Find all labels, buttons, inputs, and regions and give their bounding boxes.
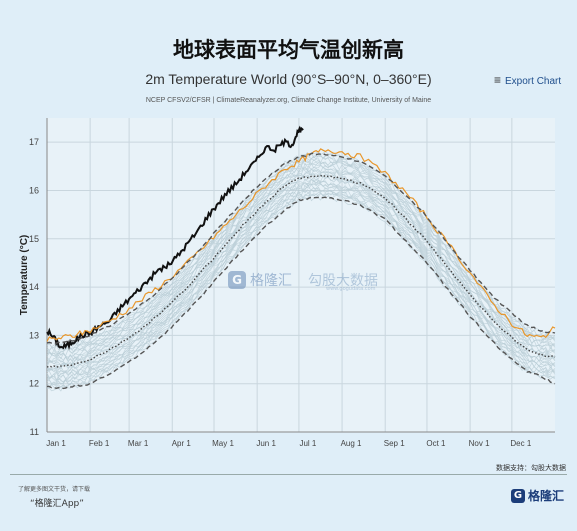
logo-icon: G (511, 488, 525, 503)
history-line (46, 183, 556, 380)
footer-divider (10, 474, 567, 475)
series-line (46, 125, 304, 351)
history-line (46, 178, 556, 375)
x-tick-label: Apr 1 (172, 439, 192, 448)
footer-note: 了解更多图文干货，请下载 (18, 486, 91, 493)
x-tick-label: Feb 1 (89, 439, 110, 448)
y-tick-label: 15 (29, 234, 39, 244)
chart-credits: NCEP CFSV2/CFSR | ClimateReanalyzer.org,… (145, 97, 432, 104)
series-line (46, 196, 556, 390)
history-line (46, 163, 556, 360)
history-line (46, 151, 556, 348)
y-tick-label: 11 (30, 427, 39, 437)
watermark-url: www.gogudata.com (326, 286, 376, 292)
y-tick-label: 12 (29, 379, 39, 389)
menu-icon: ≡ (494, 73, 502, 87)
history-line (46, 175, 556, 373)
history-line (46, 161, 556, 358)
footer-logo: G 格隆汇 (511, 487, 564, 504)
x-tick-label: Aug 1 (341, 439, 362, 448)
watermark-logo-icon: G (228, 271, 246, 289)
export-chart-button[interactable]: ≡ Export Chart (494, 73, 561, 87)
footer-logo-text: 格隆汇 (528, 489, 565, 503)
watermark: G 格隆汇 勾股大数据 www.gogudata.com (228, 270, 378, 292)
watermark-brand: 格隆汇 (250, 273, 292, 289)
history-line (46, 191, 556, 388)
x-tick-label: Jun 1 (256, 439, 276, 448)
history-line (46, 161, 555, 357)
x-tick-label: May 1 (212, 439, 234, 448)
x-tick-label: Jan 1 (46, 439, 66, 448)
history-line (46, 186, 556, 383)
history-line (46, 173, 556, 371)
export-chart-label: Export Chart (505, 76, 562, 87)
watermark-site: 勾股大数据 (308, 273, 378, 289)
y-tick-label: 13 (29, 330, 39, 340)
y-tick-label: 14 (29, 282, 39, 292)
y-tick-label: 17 (29, 137, 39, 147)
history-line (46, 166, 556, 363)
series-line (46, 148, 556, 342)
history-line (46, 169, 556, 367)
history-line (46, 179, 556, 377)
main-title: 地球表面平均气温创新高 (173, 38, 404, 62)
y-axis-label: Temperature (°C) (19, 235, 30, 316)
x-tick-label: Oct 1 (426, 439, 446, 448)
x-tick-label: Jul 1 (299, 439, 316, 448)
chart-title: 2m Temperature World (90°S–90°N, 0–360°E… (145, 71, 432, 87)
data-source: 数据支持：勾股大数据 (496, 464, 566, 472)
x-tick-label: Dec 1 (510, 439, 531, 448)
y-tick-label: 16 (29, 185, 39, 195)
x-tick-label: Nov 1 (469, 439, 490, 448)
x-tick-label: Mar 1 (128, 439, 149, 448)
history-line (46, 170, 556, 367)
x-tick-label: Sep 1 (384, 439, 405, 448)
footer-app: “格隆汇App” (30, 499, 84, 509)
series-line (46, 152, 556, 345)
history-line (46, 167, 556, 365)
